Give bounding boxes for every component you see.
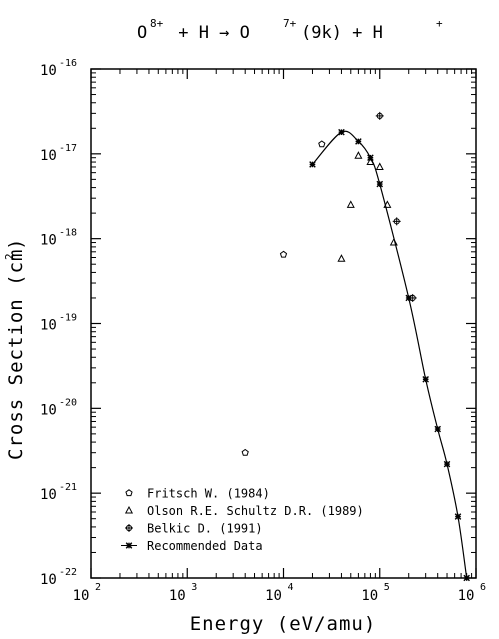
data-point-star: [376, 180, 384, 188]
x-tick-exponent: 4: [288, 582, 294, 593]
data-point-triangle: [354, 151, 363, 159]
data-point-star: [367, 154, 374, 162]
legend-entry: Olson R.E. Schultz D.R. (1989): [147, 504, 364, 518]
data-point-star: [454, 513, 462, 520]
y-tick-exponent: -18: [59, 228, 77, 239]
data-point-triangle: [366, 157, 375, 166]
title-part-1: + H → O: [168, 23, 250, 43]
y-axis-label-main: Cross Section (cm: [5, 249, 27, 460]
data-point-triangle: [337, 254, 346, 262]
y-tick-exponent: -22: [59, 567, 77, 578]
title-sup-2: +: [436, 17, 443, 30]
chart-title: O 8+ + H → O 7+ (9k) + H +: [137, 17, 443, 43]
x-tick-exponent: 5: [384, 582, 390, 593]
x-axis-label: Energy (eV/amu): [190, 613, 377, 635]
plot-frame: [90, 68, 477, 579]
x-tick-exponent: 6: [480, 582, 486, 593]
y-tick-label: 10: [40, 63, 57, 79]
y-tick-label: 10: [40, 318, 57, 334]
data-point-star: [463, 574, 470, 582]
data-point-pentagon: [318, 140, 326, 148]
y-tick-label: 10: [40, 402, 57, 418]
y-tick-exponent: -16: [59, 58, 77, 69]
y-tick-label: 10: [40, 233, 57, 249]
data-point-pentagon: [241, 448, 249, 456]
data-point-circle-cross: [375, 111, 384, 120]
data-point-star: [309, 161, 316, 168]
y-tick-exponent: -21: [59, 482, 77, 493]
legend-marker-triangle: [124, 505, 134, 514]
x-tick-label: 10: [73, 588, 90, 604]
data-points: [241, 111, 470, 582]
x-tick-label: 10: [265, 588, 282, 604]
title-sup-0: 8+: [150, 17, 164, 30]
title-sup-1: 7+: [283, 17, 297, 30]
x-tick-label: 10: [169, 588, 186, 604]
data-point-triangle: [389, 237, 398, 246]
x-tick-label: 10: [361, 588, 378, 604]
data-point-star: [443, 460, 451, 468]
data-point-pentagon: [279, 250, 288, 258]
data-point-star: [355, 138, 362, 145]
data-point-triangle: [375, 162, 384, 170]
y-tick-label: 10: [40, 487, 57, 503]
data-point-star: [434, 425, 441, 433]
legend-entry: Fritsch W. (1984): [147, 487, 270, 501]
y-axis-label: Cross Section (cm 2 ): [3, 238, 27, 460]
y-tick-exponent: -19: [59, 313, 77, 324]
legend-marker-star: [125, 542, 133, 549]
data-point-star: [338, 128, 345, 136]
title-part-0: O: [137, 23, 147, 43]
data-point-triangle: [383, 200, 392, 208]
y-axis-label-tail: ): [5, 238, 27, 250]
data-point-star: [422, 375, 429, 383]
legend-marker-circle-cross: [125, 524, 133, 532]
x-tick-exponent: 2: [95, 582, 101, 593]
legend-entry: Belkic D. (1991): [147, 522, 263, 536]
data-point-star: [405, 294, 413, 302]
legend-entry: Recommended Data: [147, 539, 263, 553]
data-point-triangle: [346, 200, 355, 208]
x-tick-exponent: 3: [191, 582, 197, 593]
axes: 10210310410510610-2210-2110-2010-1910-18…: [40, 58, 486, 604]
legend: Fritsch W. (1984) Olson R.E. Schultz D.R.…: [121, 487, 364, 553]
y-tick-label: 10: [40, 148, 57, 164]
y-tick-label: 10: [40, 572, 57, 588]
y-tick-exponent: -17: [59, 143, 77, 154]
legend-marker-pentagon: [125, 489, 133, 497]
x-tick-label: 10: [458, 588, 475, 604]
y-tick-exponent: -20: [59, 397, 77, 408]
y-axis-label-sup: 2: [3, 253, 16, 260]
data-point-circle-cross: [392, 217, 401, 226]
title-part-2: (9k) + H: [301, 23, 383, 43]
